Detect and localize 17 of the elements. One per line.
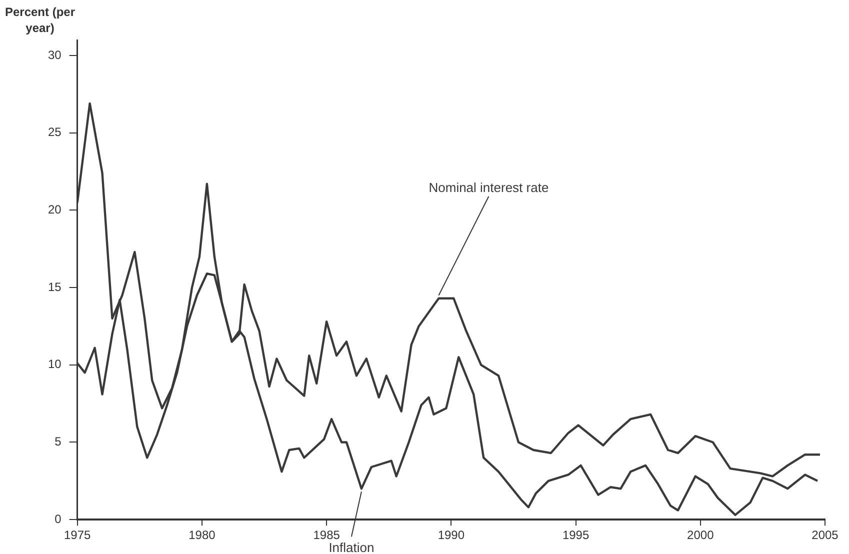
y-tick-label: 15 [48,280,62,294]
x-tick-label: 1990 [438,528,465,542]
y-tick-label: 20 [48,202,62,216]
text: Nominal interest rate [428,180,549,195]
x-tick-label: 1995 [562,528,590,542]
x-tick-label: 2000 [687,528,714,542]
y-tick-label: 30 [48,48,62,62]
x-tick-label: 1975 [64,528,92,542]
text: Inflation [328,540,374,554]
y-tick-label: 0 [54,512,62,526]
x-tick-label: 1980 [188,528,216,542]
x-tick-label: 2005 [812,528,839,542]
y-axis-title: Percent (per year) [4,4,76,36]
x-tick-label: 1985 [313,528,340,542]
y-tick-label: 5 [54,434,62,449]
y-tick-label: 25 [48,125,62,140]
y-tick-label: 10 [48,357,62,372]
